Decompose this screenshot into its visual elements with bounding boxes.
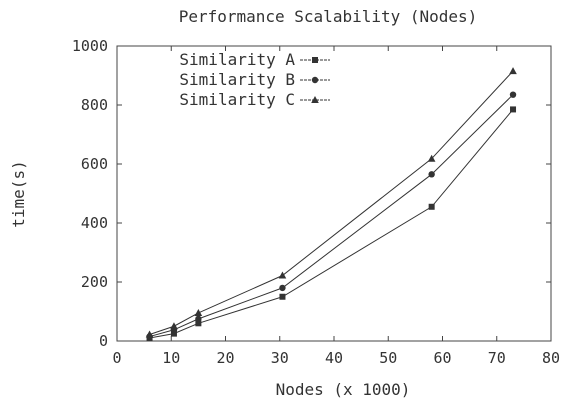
data-point (145, 330, 154, 338)
data-point (427, 154, 436, 162)
x-tick-label: 60 (433, 349, 451, 367)
y-tick-label: 600 (81, 155, 108, 173)
legend-label: Similarity A (179, 50, 295, 69)
data-point (278, 271, 287, 279)
y-tick-label: 200 (81, 273, 108, 291)
x-tick-label: 20 (216, 349, 234, 367)
series-line (149, 94, 514, 338)
data-point (279, 284, 286, 292)
series-layer (145, 67, 517, 342)
x-tick-label: 30 (271, 349, 289, 367)
y-tick-label: 400 (81, 214, 108, 232)
x-tick-label: 80 (542, 349, 560, 367)
legend-marker (312, 57, 318, 63)
data-point (195, 315, 202, 323)
y-axis-label: time(s) (9, 160, 28, 227)
x-tick-label: 40 (325, 349, 343, 367)
legend-label: Similarity C (179, 90, 295, 109)
data-point (428, 171, 435, 178)
legend-marker (311, 96, 319, 103)
data-point (279, 293, 286, 300)
x-tick-label: 50 (379, 349, 397, 367)
data-point (170, 322, 178, 330)
y-tick-label: 0 (99, 332, 108, 350)
x-axis-label: Nodes (x 1000) (276, 380, 411, 399)
chart-title: Performance Scalability (Nodes) (179, 7, 478, 26)
y-tick-label: 1000 (72, 37, 108, 55)
x-tick-label: 70 (488, 349, 506, 367)
legend-entry: Similarity B (179, 70, 330, 89)
legend-entry: Similarity A (179, 50, 330, 69)
data-point (509, 67, 517, 75)
data-point (428, 203, 435, 210)
series-2 (146, 91, 517, 340)
data-point (194, 308, 203, 316)
data-point (195, 320, 202, 327)
data-point (510, 106, 517, 113)
series-3 (145, 67, 517, 338)
x-tick-label: 10 (162, 349, 180, 367)
legend-marker (311, 76, 319, 84)
legend-entry: Similarity C (179, 90, 330, 109)
x-tick-label: 0 (112, 349, 121, 367)
legend-label: Similarity B (179, 70, 295, 89)
series-line (149, 109, 514, 339)
data-point (509, 91, 517, 98)
series-1 (146, 106, 517, 342)
data-point (170, 330, 177, 337)
y-tick-label: 800 (81, 96, 108, 114)
series-line (149, 70, 514, 335)
